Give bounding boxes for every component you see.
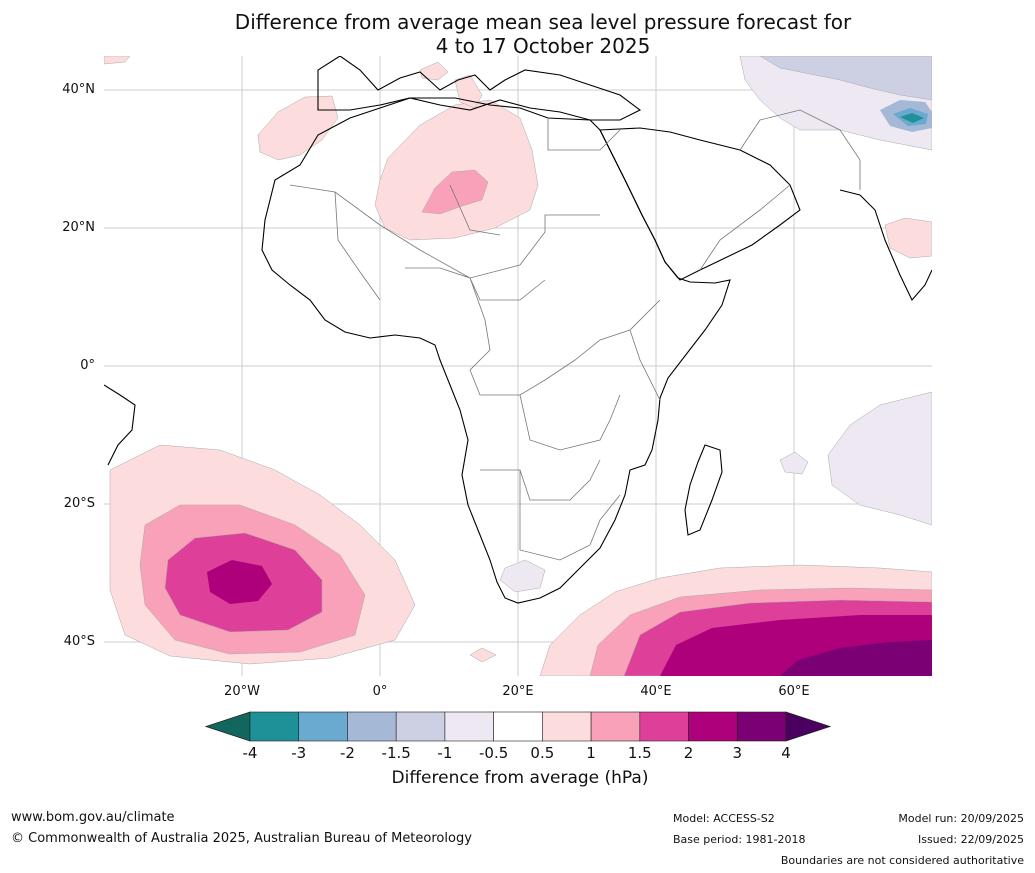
lon-label-40e: 40°E bbox=[640, 684, 672, 699]
anomaly-pos-0.5-iberia-coast bbox=[104, 56, 131, 65]
colorbar-segment bbox=[444, 711, 494, 742]
map-title-line2: 4 to 17 October 2025 bbox=[435, 34, 651, 58]
coastline-arabia bbox=[599, 127, 801, 281]
anomaly-neg-0.5-madagascar-east bbox=[779, 451, 809, 475]
lon-label-0: 0° bbox=[372, 684, 388, 699]
lat-label-equator: 0° bbox=[80, 358, 95, 373]
colorbar-segment bbox=[249, 711, 300, 742]
footer-model: Model: ACCESS-S2 bbox=[673, 812, 775, 825]
colorbar-segment bbox=[688, 711, 738, 742]
lat-label-20s: 20°S bbox=[63, 496, 95, 511]
anomaly-neg-0.5-indian-ocean bbox=[827, 391, 932, 526]
anomaly-pos-2-south-atlantic bbox=[207, 560, 272, 604]
colorbar-tick-label: 3 bbox=[732, 744, 743, 762]
coastline-europe bbox=[317, 56, 642, 121]
footer-base-period: Base period: 1981-2018 bbox=[673, 833, 806, 846]
lon-label-20w: 20°W bbox=[224, 684, 260, 699]
coastline-south-america bbox=[104, 384, 136, 466]
colorbar-tick-label: 1.5 bbox=[627, 744, 652, 762]
country-borders bbox=[289, 109, 861, 561]
anomaly-pos-0.5-italy bbox=[419, 61, 449, 81]
lon-label-60e: 60°E bbox=[778, 684, 810, 699]
colorbar-tick-label: 4 bbox=[781, 744, 791, 762]
anomaly-pos-1-sahara bbox=[421, 169, 489, 215]
colorbar-tick-label: -0.5 bbox=[478, 744, 509, 762]
lat-label-20n: 20°N bbox=[62, 220, 95, 235]
coastline-africa bbox=[261, 97, 731, 604]
colorbar-tick-label: -4 bbox=[242, 744, 258, 762]
map-title-line1: Difference from average mean sea level p… bbox=[234, 10, 852, 34]
footer-website: www.bom.gov.au/climate bbox=[11, 810, 175, 825]
colorbar-segment bbox=[542, 711, 592, 742]
colorbar-label: Difference from average (hPa) bbox=[391, 768, 649, 788]
anomaly-pos-3-southern-ocean bbox=[780, 640, 932, 676]
footer-issued: Issued: 22/09/2025 bbox=[917, 833, 1024, 846]
colorbar bbox=[204, 711, 832, 742]
lon-label-20e: 20°E bbox=[502, 684, 534, 699]
colorbar-tick-label: 2 bbox=[683, 744, 694, 762]
lat-label-40n: 40°N bbox=[62, 82, 95, 97]
coastline-india bbox=[839, 189, 932, 301]
anomaly-neg-1-asia bbox=[759, 56, 932, 101]
colorbar-extend-low bbox=[204, 711, 251, 742]
colorbar-segment bbox=[298, 711, 348, 742]
colorbar-segment bbox=[736, 711, 787, 742]
lat-label-40s: 40°S bbox=[63, 634, 95, 649]
anomaly-neg-0.5-south-africa bbox=[499, 559, 546, 593]
border-lines bbox=[289, 109, 861, 561]
footer-model-run: Model run: 20/09/2025 bbox=[898, 812, 1024, 825]
colorbar-tick-label: 1 bbox=[586, 744, 596, 762]
colorbar-tick-label: -1 bbox=[437, 744, 453, 762]
colorbar-extend-high bbox=[785, 711, 832, 742]
colorbar-tick-label: -3 bbox=[291, 744, 307, 762]
colorbar-tick-label: -1.5 bbox=[381, 744, 411, 762]
colorbar-segment bbox=[639, 711, 689, 742]
coastline-madagascar bbox=[684, 444, 723, 536]
colorbar-tick-label: 0.5 bbox=[530, 744, 555, 762]
footer-copyright: © Commonwealth of Australia 2025, Austra… bbox=[11, 831, 472, 846]
anomaly-pos-0.5-small-patch bbox=[469, 647, 497, 663]
colorbar-segment bbox=[347, 711, 397, 742]
colorbar-segment bbox=[395, 711, 446, 742]
coastlines bbox=[104, 56, 932, 604]
anomaly-pos-0.5-india bbox=[884, 217, 932, 259]
colorbar-tick-label: -2 bbox=[339, 744, 355, 762]
colorbar-segment bbox=[493, 711, 543, 742]
colorbar-segment bbox=[590, 711, 641, 742]
footer-disclaimer: Boundaries are not considered authoritat… bbox=[780, 854, 1024, 867]
anomaly-neg-3-tibet bbox=[900, 113, 924, 123]
map-area bbox=[104, 56, 932, 676]
